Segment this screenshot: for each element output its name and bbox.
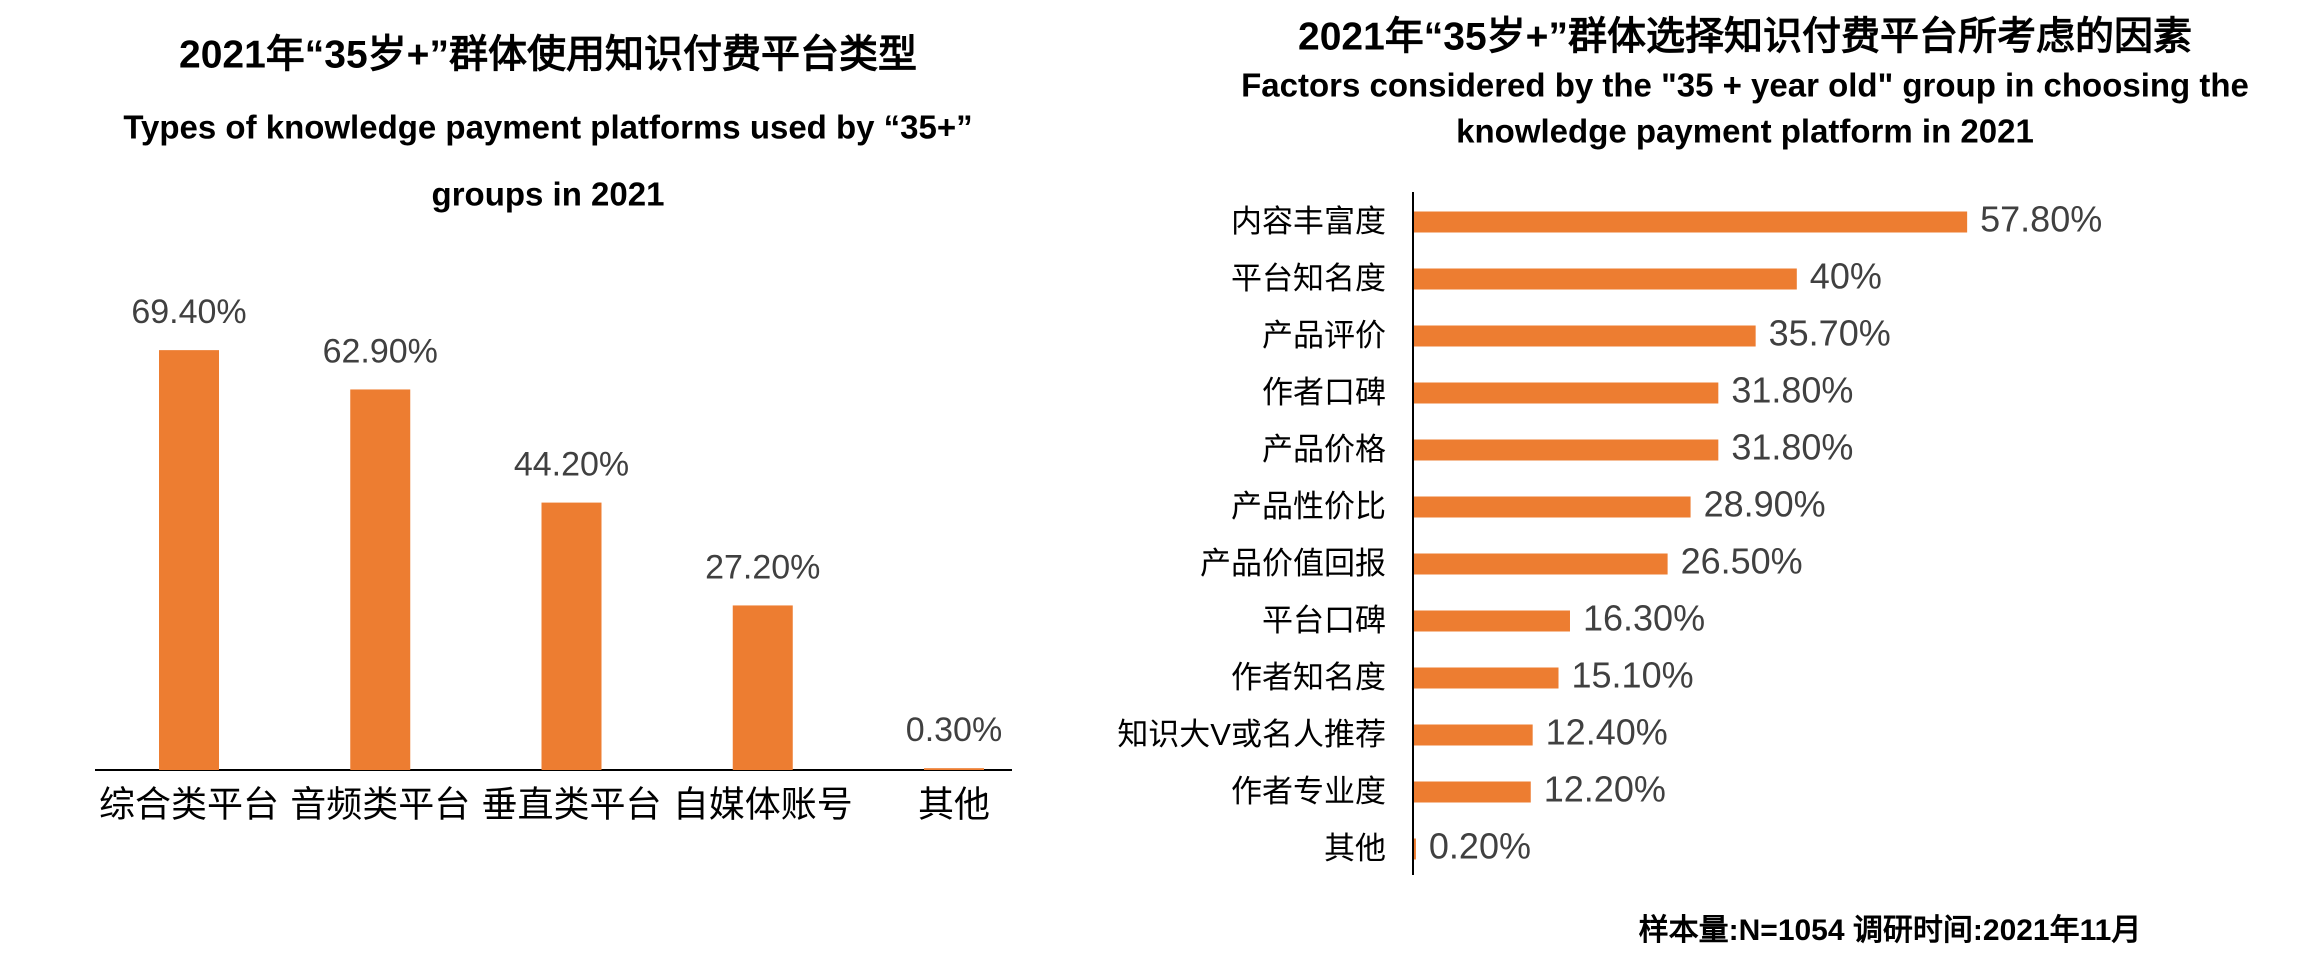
data-label: 0.30%: [906, 711, 1002, 749]
y-tick-label: 产品价格: [1262, 432, 1386, 467]
chart-subtitle: knowledge payment platform in 2021: [1456, 113, 2034, 150]
x-tick-label: 音频类平台: [290, 784, 470, 825]
data-label: 15.10%: [1572, 655, 1694, 696]
data-label: 57.80%: [1980, 199, 2102, 240]
data-label: 35.70%: [1769, 313, 1891, 354]
chart-subtitle: Factors considered by the "35 + year old…: [1241, 67, 2249, 104]
chart-title: 2021年“35岁+”群体选择知识付费平台所考虑的因素: [1298, 15, 2192, 58]
bar: [1414, 496, 1691, 518]
data-label: 44.20%: [514, 446, 629, 484]
data-label: 40%: [1810, 256, 1882, 297]
y-tick-label: 产品性价比: [1231, 489, 1386, 524]
bar: [1414, 211, 1968, 233]
bar: [1414, 382, 1719, 404]
data-label: 28.90%: [1704, 484, 1826, 525]
bar: [1414, 610, 1570, 632]
data-label: 31.80%: [1731, 427, 1853, 468]
bar: [159, 350, 219, 770]
chart-subtitle: groups in 2021: [432, 176, 665, 213]
x-tick-label: 综合类平台: [99, 784, 279, 825]
footnote: 样本量:N=1054 调研时间:2021年11月: [1639, 914, 2142, 947]
data-label: 0.20%: [1429, 826, 1531, 867]
bar: [732, 605, 793, 770]
bar: [1414, 838, 1416, 860]
y-tick-label: 平台口碑: [1262, 603, 1386, 638]
y-tick-label: 作者口碑: [1262, 375, 1386, 410]
y-tick-label: 其他: [1324, 831, 1386, 866]
y-tick-label: 知识大V或名人推荐: [1117, 717, 1386, 752]
data-label: 12.40%: [1546, 712, 1668, 753]
x-tick-label: 其他: [918, 784, 990, 825]
y-tick-label: 产品评价: [1262, 318, 1386, 353]
bar: [1414, 667, 1559, 689]
bar: [1414, 325, 1756, 347]
data-label: 26.50%: [1681, 541, 1803, 582]
data-label: 27.20%: [705, 548, 820, 586]
bar: [1414, 781, 1531, 803]
bar: [541, 502, 602, 770]
chart-title: 2021年“35岁+”群体使用知识付费平台类型: [179, 33, 917, 76]
bar: [1414, 439, 1719, 461]
bar: [1414, 268, 1797, 290]
y-tick-label: 内容丰富度: [1231, 204, 1386, 239]
data-label: 62.90%: [323, 332, 438, 370]
data-label: 16.30%: [1583, 598, 1705, 639]
y-tick-label: 作者专业度: [1231, 774, 1386, 809]
bar: [1414, 724, 1533, 746]
y-tick-label: 作者知名度: [1231, 660, 1386, 695]
x-tick-label: 垂直类平台: [481, 784, 661, 825]
y-tick-label: 平台知名度: [1231, 261, 1386, 296]
bar: [350, 389, 411, 770]
data-label: 31.80%: [1731, 370, 1853, 411]
data-label: 12.20%: [1544, 769, 1666, 810]
bar: [924, 768, 984, 770]
x-tick-label: 自媒体账号: [673, 784, 853, 825]
bar: [1414, 553, 1668, 575]
y-tick-label: 产品价值回报: [1200, 546, 1386, 581]
chart-subtitle: Types of knowledge payment platforms use…: [123, 109, 972, 146]
data-label: 69.40%: [131, 293, 246, 331]
